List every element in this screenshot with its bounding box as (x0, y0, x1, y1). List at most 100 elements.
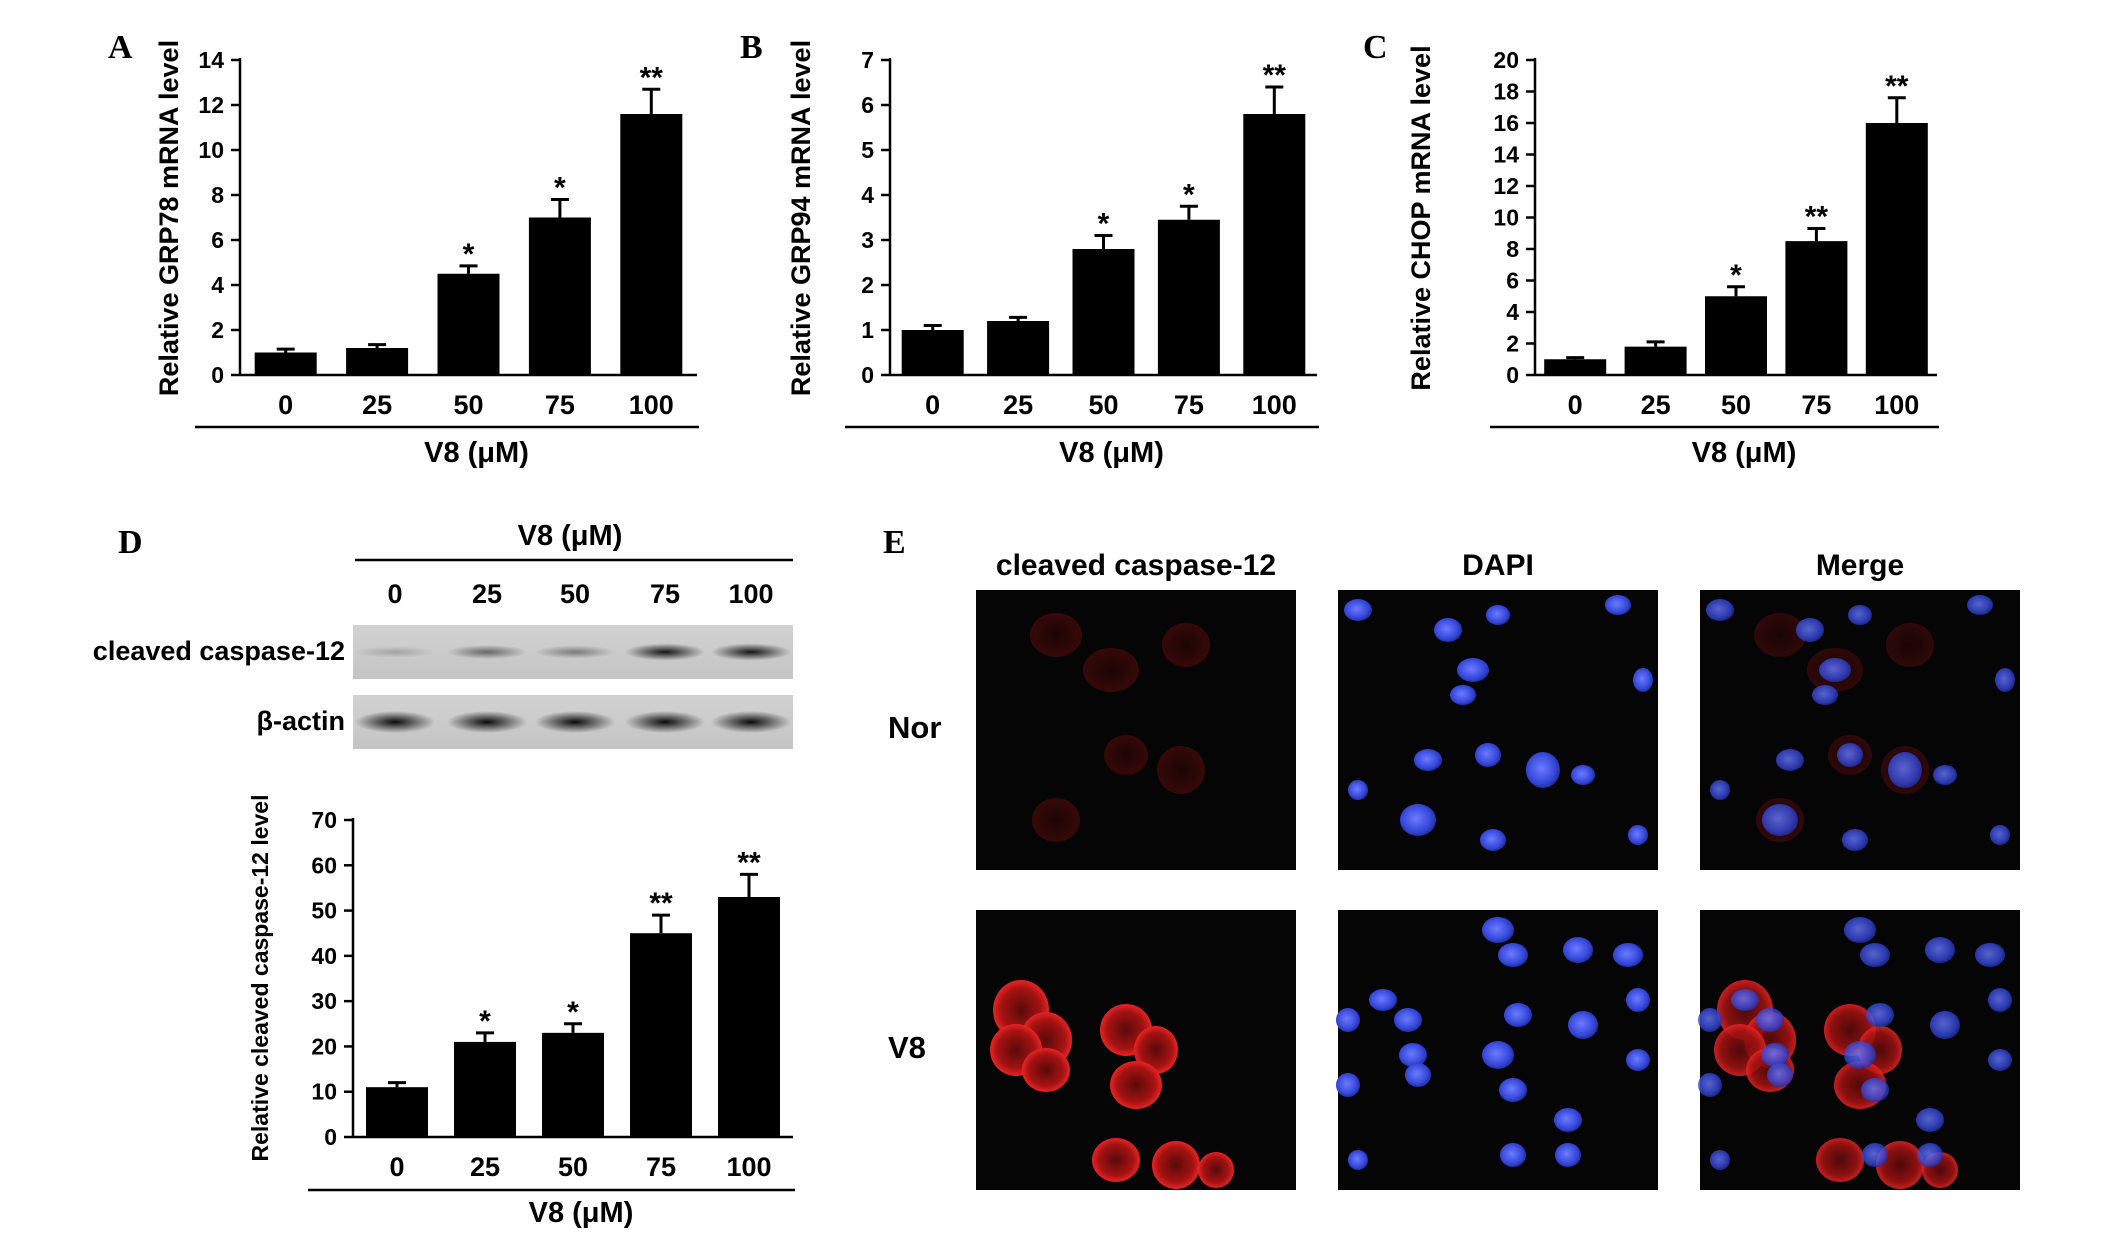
nucleus (1710, 1150, 1730, 1170)
nucleus (1698, 1008, 1722, 1032)
y-tick-label: 30 (311, 988, 337, 1014)
nucleus (1605, 595, 1631, 615)
nucleus (1756, 1008, 1784, 1032)
x-axis-label: V8 (μM) (1692, 437, 1797, 469)
y-tick-label: 2 (211, 317, 224, 343)
x-tick-label: 100 (726, 1152, 771, 1182)
red-cell (1030, 613, 1082, 657)
bar-0 (1544, 359, 1607, 375)
nucleus (1842, 829, 1868, 851)
y-axis-label: Relative GRP94 mRNA level (786, 40, 816, 396)
bar-100 (718, 896, 780, 1137)
nucleus (1731, 989, 1759, 1011)
nucleus (1475, 743, 1501, 767)
y-tick-label: 6 (211, 227, 224, 253)
x-tick-label: 50 (1088, 390, 1118, 420)
nucleus (1369, 989, 1397, 1011)
red-cell (1092, 1138, 1140, 1182)
nucleus (1844, 1041, 1876, 1069)
blot-band (355, 711, 435, 733)
x-tick-label: 25 (362, 390, 392, 420)
nucleus (1613, 943, 1643, 967)
nucleus (1967, 595, 1993, 615)
x-tick-label: 50 (1721, 390, 1751, 420)
nucleus (1988, 1049, 2012, 1071)
x-tick-label: 75 (1174, 390, 1204, 420)
blot-title: V8 (μM) (518, 520, 623, 552)
y-tick-label: 8 (211, 182, 224, 208)
blot-band (447, 645, 527, 659)
panel-label-e: E (883, 524, 906, 561)
nucleus (1975, 943, 2005, 967)
nucleus (1862, 1143, 1888, 1167)
blot-row-label: cleaved caspase-12 (93, 636, 345, 666)
y-tick-label: 20 (311, 1033, 337, 1059)
red-cell (1157, 746, 1205, 794)
if-image-merge-v8 (1698, 910, 2020, 1190)
nucleus (1706, 599, 1734, 621)
nucleus (1626, 988, 1650, 1012)
red-cell (1162, 623, 1210, 667)
nucleus (1837, 743, 1863, 767)
nucleus (1500, 1143, 1526, 1167)
bar-25 (346, 348, 409, 375)
red-cell (1886, 623, 1934, 667)
nucleus (1990, 825, 2010, 845)
y-tick-label: 6 (861, 92, 874, 118)
nucleus (1344, 599, 1372, 621)
y-tick-label: 10 (1493, 205, 1519, 231)
if-image-background (1338, 590, 1658, 870)
y-tick-label: 2 (861, 272, 874, 298)
significance-marker: * (1098, 208, 1110, 241)
y-tick-label: 4 (1506, 299, 1519, 325)
if-image-red-v8 (976, 910, 1296, 1190)
x-axis-label: V8 (μM) (529, 1197, 634, 1229)
y-tick-label: 4 (861, 182, 874, 208)
bar-75 (630, 933, 692, 1137)
bar-0 (901, 330, 964, 375)
y-tick-label: 20 (1493, 47, 1519, 73)
bar-chart-b: 0 1 2 3 4 5 6 7 0 25 * 50 * 75 ** 100 V8 (μM) Relative GR… (786, 40, 1319, 469)
y-tick-label: 2 (1506, 331, 1519, 357)
nucleus (1400, 804, 1436, 836)
nucleus (1555, 1143, 1581, 1167)
nucleus (1498, 943, 1528, 967)
nucleus (1348, 1150, 1368, 1170)
nucleus (1414, 749, 1442, 771)
panel-label-c: C (1363, 29, 1388, 66)
red-cell (1754, 613, 1806, 657)
bar-50 (437, 273, 500, 375)
nucleus (1995, 668, 2015, 692)
y-tick-label: 4 (211, 272, 224, 298)
bar-50 (542, 1032, 604, 1137)
blot-band (625, 711, 705, 733)
bar-chart-a: 0 2 4 6 8 10 12 14 0 25 * 50 * 75 ** 100 V8 (μM) Relative… (154, 40, 699, 469)
nucleus (1554, 1108, 1582, 1132)
y-tick-label: 3 (861, 227, 874, 253)
nucleus (1457, 658, 1489, 682)
nucleus (1796, 618, 1824, 642)
nucleus (1628, 825, 1648, 845)
blot-lane-label: 75 (650, 579, 680, 609)
blot-lane-label: 100 (728, 579, 773, 609)
nucleus (1888, 752, 1922, 788)
x-tick-label: 50 (453, 390, 483, 420)
bar-75 (1157, 219, 1220, 375)
nucleus (1698, 1073, 1722, 1097)
immunofluorescence-panel: cleaved caspase-12 DAPI Merge Nor V8 (888, 549, 2020, 1190)
red-cell (1152, 1141, 1200, 1189)
bar-25 (454, 1041, 516, 1137)
blot-band (355, 646, 435, 658)
nucleus (1917, 1143, 1943, 1167)
bar-25 (1624, 346, 1687, 375)
blot-lane-label: 50 (560, 579, 590, 609)
x-tick-label: 25 (470, 1152, 500, 1182)
red-cell (1134, 1026, 1178, 1074)
blot-band (711, 643, 791, 661)
y-tick-label: 18 (1493, 79, 1519, 105)
if-column-title: Merge (1816, 549, 1904, 582)
nucleus (1480, 829, 1506, 851)
significance-marker: ** (1885, 70, 1909, 103)
significance-marker: * (463, 238, 475, 271)
